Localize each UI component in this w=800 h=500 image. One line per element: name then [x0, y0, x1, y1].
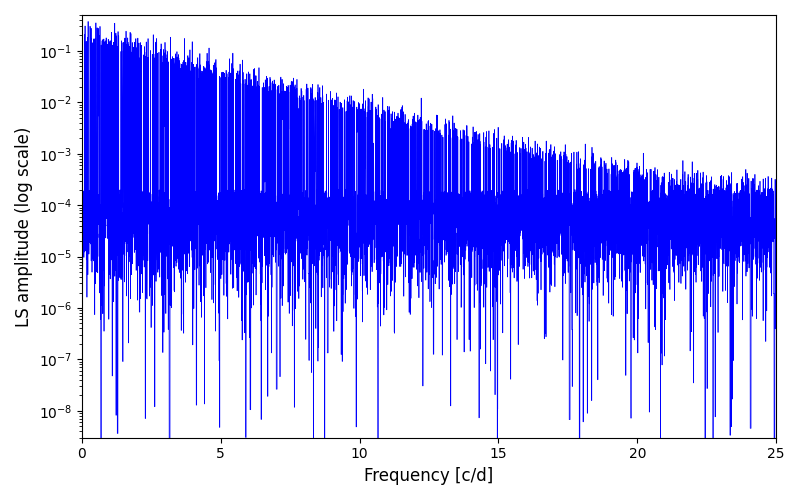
- X-axis label: Frequency [c/d]: Frequency [c/d]: [364, 467, 494, 485]
- Y-axis label: LS amplitude (log scale): LS amplitude (log scale): [15, 126, 33, 326]
